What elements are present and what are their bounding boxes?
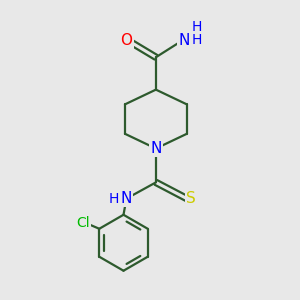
Text: H: H <box>192 20 202 34</box>
Text: H: H <box>192 34 202 47</box>
Text: H: H <box>109 192 119 206</box>
Text: S: S <box>186 191 196 206</box>
Text: N: N <box>150 141 162 156</box>
Text: N: N <box>121 191 132 206</box>
Text: O: O <box>120 33 132 48</box>
Text: Cl: Cl <box>76 216 90 230</box>
Text: N: N <box>178 33 190 48</box>
